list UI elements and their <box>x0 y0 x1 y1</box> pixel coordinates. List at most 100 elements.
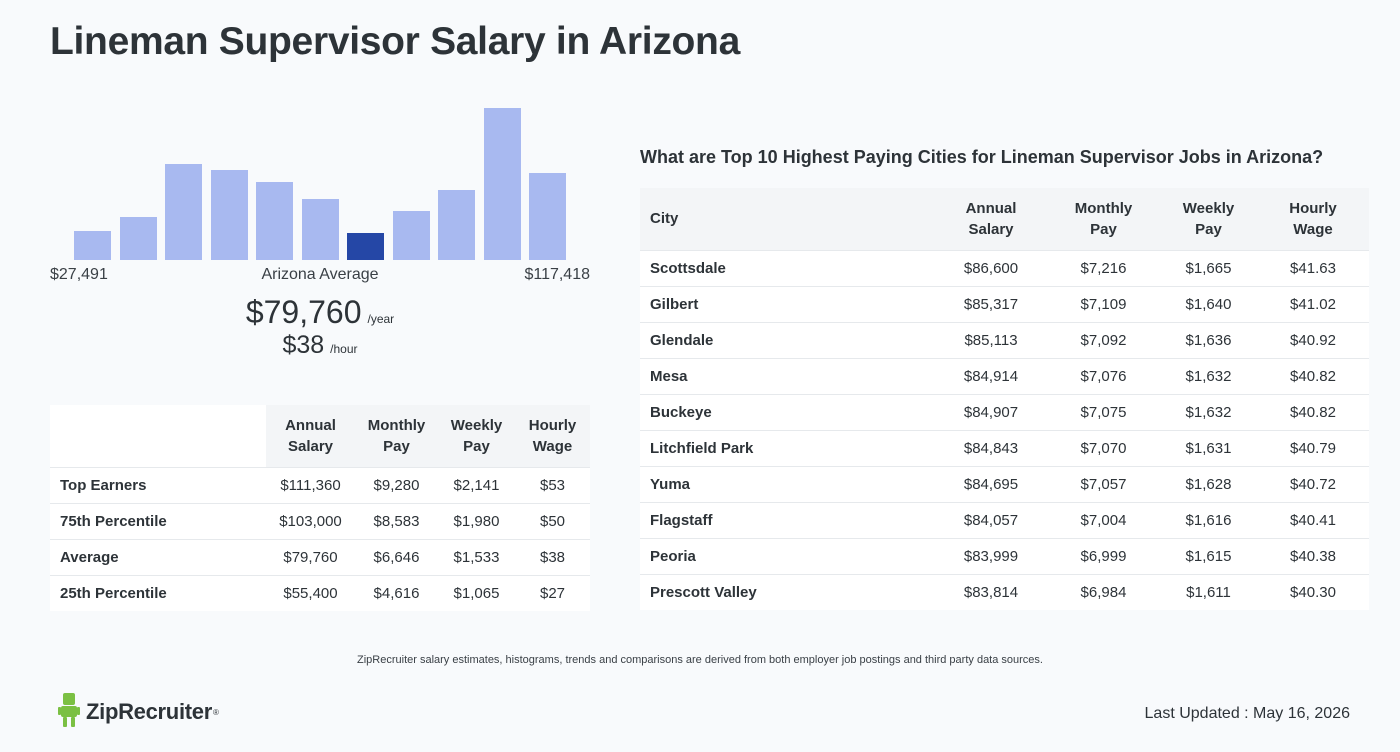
cell-annual: $83,814 <box>935 573 1047 610</box>
cell-monthly: $7,075 <box>1047 393 1160 430</box>
cell-monthly: $6,999 <box>1047 537 1160 574</box>
table-row: Prescott Valley $83,814 $6,984 $1,611 $40.30 <box>640 573 1369 610</box>
city-name: Peoria <box>640 537 935 574</box>
cell-annual: $83,999 <box>935 537 1047 574</box>
city-name: Litchfield Park <box>640 429 935 466</box>
table-row: Buckeye $84,907 $7,075 $1,632 $40.82 <box>640 393 1369 430</box>
city-name: Prescott Valley <box>640 573 935 610</box>
cell-monthly: $7,216 <box>1047 249 1160 286</box>
ziprecruiter-logo-text: ZipRecruiter <box>86 699 212 724</box>
cell-monthly: $7,092 <box>1047 321 1160 358</box>
cell-hourly: $40.38 <box>1257 537 1369 574</box>
cell-hourly: $40.82 <box>1257 357 1369 394</box>
cell-weekly: $1,636 <box>1160 321 1257 358</box>
header-empty-cell <box>50 405 266 467</box>
histogram-bar <box>119 217 157 260</box>
header-hourly-wage: Hourly Wage <box>515 405 590 467</box>
table-row: 25th Percentile $55,400 $4,616 $1,065 $2… <box>50 574 590 611</box>
ziprecruiter-logo[interactable]: ZipRecruiter ® <box>58 692 219 730</box>
cell-annual: $84,843 <box>935 429 1047 466</box>
cell-annual: $103,000 <box>266 502 355 539</box>
cell-weekly: $1,632 <box>1160 357 1257 394</box>
histogram-bar <box>392 211 430 260</box>
average-annual-value: $79,760 <box>245 294 362 330</box>
header-monthly-pay: Monthly Pay <box>1047 188 1160 250</box>
cell-annual: $85,317 <box>935 285 1047 322</box>
header-hourly-wage: Hourly Wage <box>1257 188 1369 250</box>
header-weekly-pay: Weekly Pay <box>438 405 515 467</box>
percentile-table: Annual Salary Monthly Pay Weekly Pay Hourly… <box>50 405 590 611</box>
cell-monthly: $7,070 <box>1047 429 1160 466</box>
cell-hourly: $27 <box>515 574 590 611</box>
city-name: Gilbert <box>640 285 935 322</box>
cell-annual: $85,113 <box>935 321 1047 358</box>
header-city: City <box>640 188 935 250</box>
histogram-min-label: $27,491 <box>50 266 108 283</box>
average-annual-unit: /year <box>367 312 395 326</box>
cell-hourly: $53 <box>515 466 590 503</box>
table-row: Average $79,760 $6,646 $1,533 $38 <box>50 538 590 575</box>
histogram-bar <box>438 190 475 260</box>
city-name: Scottsdale <box>640 249 935 286</box>
row-label: Average <box>50 538 266 575</box>
header-monthly-pay: Monthly Pay <box>355 405 438 467</box>
cell-weekly: $1,980 <box>438 502 515 539</box>
cell-monthly: $4,616 <box>355 574 438 611</box>
cell-weekly: $1,628 <box>1160 465 1257 502</box>
cell-annual: $111,360 <box>266 466 355 503</box>
cell-monthly: $6,984 <box>1047 573 1160 610</box>
histogram-bar <box>529 173 566 260</box>
cell-hourly: $40.30 <box>1257 573 1369 610</box>
cities-table: City Annual Salary Monthly Pay Weekly Pay H… <box>640 188 1369 610</box>
row-label: 75th Percentile <box>50 502 266 539</box>
cell-weekly: $1,632 <box>1160 393 1257 430</box>
cell-weekly: $1,640 <box>1160 285 1257 322</box>
cell-weekly: $1,616 <box>1160 501 1257 538</box>
histogram-bar <box>256 182 293 260</box>
cell-hourly: $40.82 <box>1257 393 1369 430</box>
table-row: Peoria $83,999 $6,999 $1,615 $40.38 <box>640 537 1369 574</box>
cities-heading: What are Top 10 Highest Paying Cities fo… <box>640 147 1324 167</box>
cell-weekly: $2,141 <box>438 466 515 503</box>
table-row: Mesa $84,914 $7,076 $1,632 $40.82 <box>640 357 1369 394</box>
percentile-table-header: Annual Salary Monthly Pay Weekly Pay Hourly… <box>50 405 590 467</box>
cell-weekly: $1,533 <box>438 538 515 575</box>
table-row: Yuma $84,695 $7,057 $1,628 $40.72 <box>640 465 1369 502</box>
header-annual-salary: Annual Salary <box>266 405 355 467</box>
cell-hourly: $40.72 <box>1257 465 1369 502</box>
cell-monthly: $8,583 <box>355 502 438 539</box>
histogram-max-label: $117,418 <box>524 266 590 283</box>
cell-annual: $84,914 <box>935 357 1047 394</box>
cell-monthly: $9,280 <box>355 466 438 503</box>
table-row: 75th Percentile $103,000 $8,583 $1,980 $… <box>50 502 590 539</box>
table-row: Top Earners $111,360 $9,280 $2,141 $53 <box>50 466 590 503</box>
city-name: Glendale <box>640 321 935 358</box>
cell-hourly: $40.79 <box>1257 429 1369 466</box>
city-name: Yuma <box>640 465 935 502</box>
cell-hourly: $40.92 <box>1257 321 1369 358</box>
cell-hourly: $41.02 <box>1257 285 1369 322</box>
cell-monthly: $7,076 <box>1047 357 1160 394</box>
cell-weekly: $1,065 <box>438 574 515 611</box>
cell-hourly: $41.63 <box>1257 249 1369 286</box>
histogram-bar <box>74 231 111 260</box>
histogram-average-label: Arizona Average <box>261 266 379 283</box>
cell-weekly: $1,611 <box>1160 573 1257 610</box>
row-label: Top Earners <box>50 466 266 503</box>
cell-hourly: $40.41 <box>1257 501 1369 538</box>
histogram-bar <box>483 108 521 260</box>
average-annual: $79,760/year <box>50 294 590 331</box>
cell-hourly: $38 <box>515 538 590 575</box>
table-row: Litchfield Park $84,843 $7,070 $1,631 $40.79 <box>640 429 1369 466</box>
cell-annual: $55,400 <box>266 574 355 611</box>
cell-annual: $86,600 <box>935 249 1047 286</box>
cell-annual: $84,057 <box>935 501 1047 538</box>
header-annual-salary: Annual Salary <box>935 188 1047 250</box>
cell-monthly: $7,004 <box>1047 501 1160 538</box>
page-title: Lineman Supervisor Salary in Arizona <box>50 20 740 63</box>
last-updated: Last Updated : May 16, 2026 <box>1144 705 1350 722</box>
histogram-bar <box>301 199 339 260</box>
city-name: Buckeye <box>640 393 935 430</box>
cell-annual: $84,695 <box>935 465 1047 502</box>
cell-weekly: $1,665 <box>1160 249 1257 286</box>
